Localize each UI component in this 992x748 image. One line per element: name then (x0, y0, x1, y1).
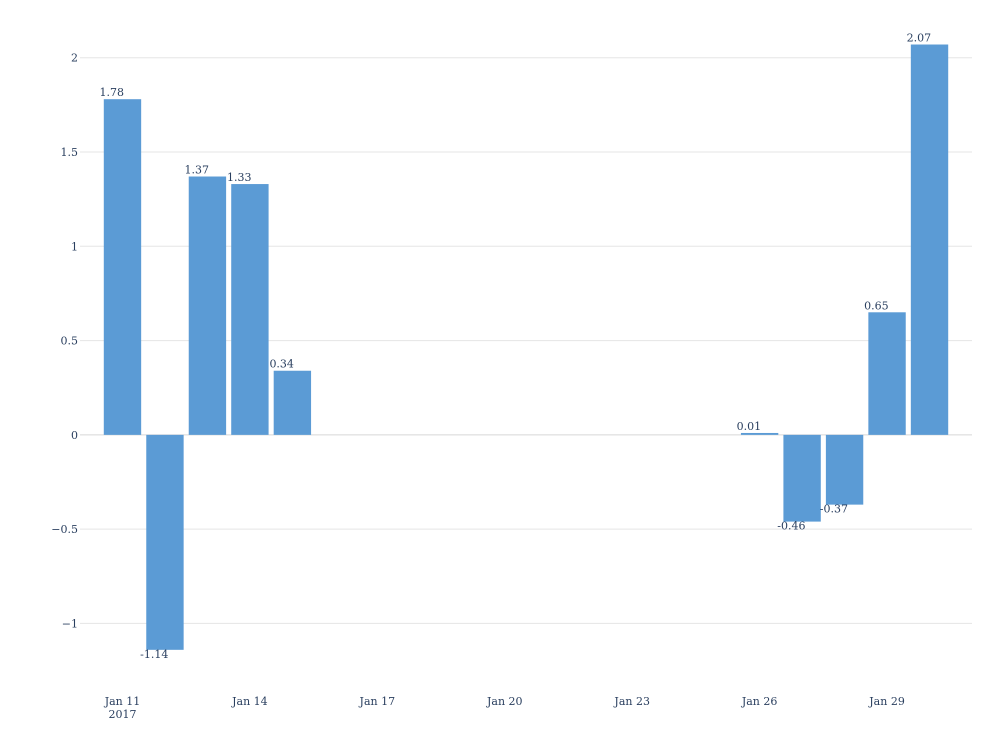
data-label: 0.65 (864, 299, 889, 312)
data-label: -0.46 (777, 520, 805, 533)
x-tick-label: Jan 23 (613, 695, 650, 708)
bars (103, 44, 949, 650)
x-tick-label: Jan 26 (741, 695, 778, 708)
x-tick-label: Jan 14 (231, 695, 268, 708)
y-tick-label: 1 (71, 240, 78, 253)
gridlines (80, 57, 972, 624)
x-tick-sublabel: 2017 (108, 708, 136, 721)
y-axis-ticks: −1 −0.5 0 0.5 1 1.5 2 (51, 52, 78, 631)
y-tick-label: 2 (71, 52, 78, 65)
data-label: 0.34 (269, 358, 294, 371)
x-tick-label: Jan 11 (104, 695, 141, 708)
data-label: 1.78 (100, 86, 125, 99)
bar[interactable] (825, 434, 864, 505)
x-tick-label: Jan 17 (359, 695, 396, 708)
data-label: -1.14 (140, 648, 168, 661)
data-labels: 1.78 -1.14 1.37 1.33 0.34 0.01 -0.46 -0.37 0.65 2… (100, 32, 932, 661)
x-tick-label: Jan 20 (486, 695, 523, 708)
y-tick-label: 1.5 (61, 146, 79, 159)
bar[interactable] (146, 434, 184, 650)
bar[interactable] (910, 44, 949, 435)
bar[interactable] (740, 432, 779, 435)
bar[interactable] (273, 370, 312, 435)
y-tick-label: 0.5 (61, 335, 79, 348)
data-label: -0.37 (820, 503, 848, 516)
x-tick-label: Jan 29 (868, 695, 905, 708)
bar[interactable] (783, 434, 821, 522)
y-tick-label: 0 (71, 429, 78, 442)
y-tick-label: −1 (62, 617, 78, 630)
bar[interactable] (103, 99, 142, 435)
data-label: 1.33 (227, 171, 252, 184)
data-label: 1.37 (184, 164, 209, 177)
data-label: 0.01 (737, 420, 762, 433)
bar[interactable] (868, 312, 906, 435)
bar[interactable] (188, 176, 227, 435)
bar[interactable] (231, 184, 269, 435)
data-label: 2.07 (907, 32, 932, 45)
y-tick-label: −0.5 (51, 523, 78, 536)
